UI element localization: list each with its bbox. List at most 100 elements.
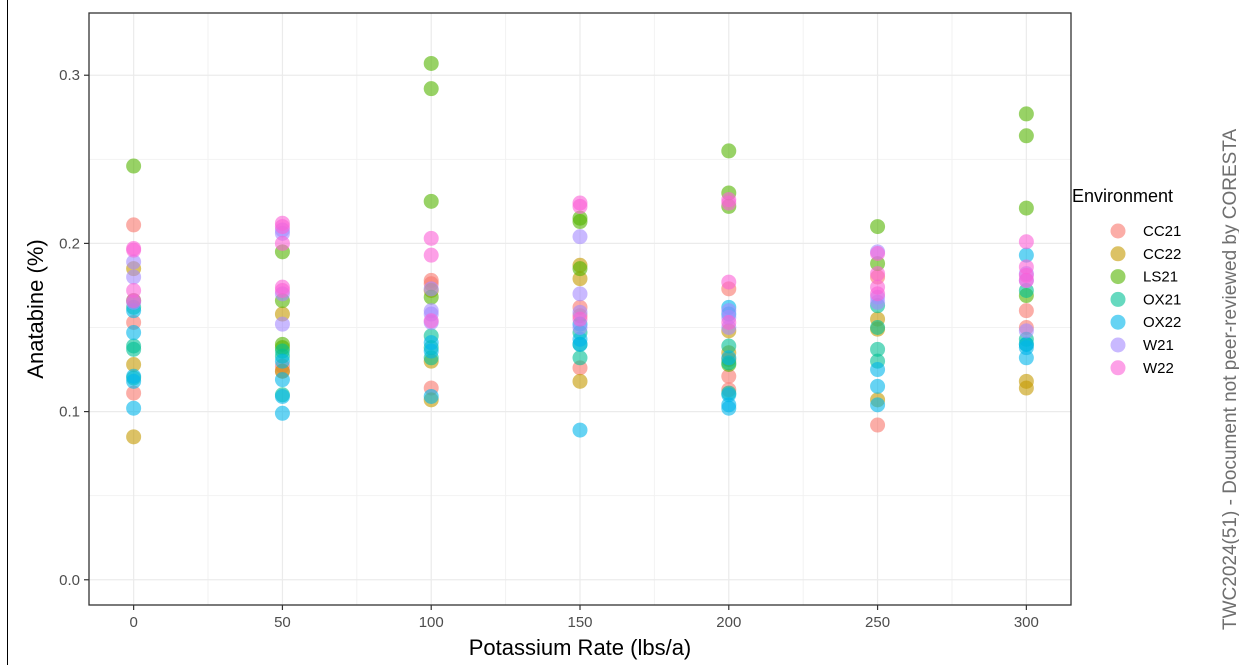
data-point-w21 <box>423 281 439 297</box>
data-point-w22 <box>126 293 142 309</box>
data-point-ox22 <box>572 336 588 352</box>
page-frame-line <box>7 0 8 665</box>
data-point-ox22 <box>572 422 588 438</box>
data-point-w21 <box>572 229 588 245</box>
y-tick-label: 0.0 <box>59 572 80 589</box>
data-point-cc22 <box>126 357 142 372</box>
data-point-w22 <box>870 266 886 282</box>
x-axis-title: Potassium Rate (lbs/a) <box>469 635 692 660</box>
data-point-cc21 <box>126 217 142 233</box>
data-point-ls21 <box>1018 106 1034 122</box>
data-point-ox22 <box>274 353 290 369</box>
legend-key-cc21 <box>1110 223 1126 239</box>
data-point-w21 <box>572 286 588 302</box>
data-point-w22 <box>1018 272 1034 288</box>
legend: Environment CC21 CC22 LS21 OX21 OX22 W21 W22 <box>1072 186 1181 377</box>
data-point-w22 <box>572 198 588 214</box>
y-tick-label: 0.2 <box>59 235 80 252</box>
data-point-w22 <box>1018 234 1034 250</box>
data-point-ox22 <box>870 397 886 413</box>
data-point-cc21 <box>870 417 886 433</box>
legend-key-ox22 <box>1110 314 1126 330</box>
x-tick-label: 300 <box>1014 614 1039 631</box>
data-point-cc22 <box>572 373 588 389</box>
y-tick-label: 0.1 <box>59 404 80 421</box>
data-point-w21 <box>1018 323 1034 339</box>
legend-key-ox21 <box>1110 291 1126 307</box>
x-tick-label: 0 <box>129 614 137 631</box>
data-point-cc21 <box>1018 303 1034 319</box>
data-point-ox22 <box>1018 350 1034 366</box>
data-point-w22 <box>423 230 439 246</box>
data-point-w22 <box>721 195 737 211</box>
data-points <box>126 55 1034 445</box>
data-point-ls21 <box>423 55 439 71</box>
data-point-ox22 <box>1018 247 1034 263</box>
data-point-w22 <box>274 283 290 298</box>
data-point-ox22 <box>870 378 886 394</box>
legend-key-w22 <box>1110 360 1126 376</box>
data-point-w22 <box>721 314 737 330</box>
data-point-ls21 <box>126 158 142 174</box>
legend-key-cc22 <box>1110 246 1126 262</box>
data-point-ox22 <box>423 343 439 359</box>
data-point-ls21 <box>1018 128 1034 144</box>
legend-label-ls21: LS21 <box>1143 269 1178 286</box>
data-point-ox22 <box>274 405 290 421</box>
data-point-ox22 <box>274 388 290 404</box>
data-point-w22 <box>423 313 439 329</box>
legend-label-cc21: CC21 <box>1143 223 1181 240</box>
legend-label-w21: W21 <box>1143 337 1174 354</box>
x-tick-label: 100 <box>419 614 444 631</box>
data-point-ls21 <box>423 193 439 209</box>
data-point-w21 <box>126 254 142 270</box>
x-tick-label: 50 <box>274 614 291 631</box>
data-point-ls21 <box>572 214 588 230</box>
data-point-w21 <box>126 269 142 285</box>
data-point-ox22 <box>126 373 142 389</box>
legend-label-cc22: CC22 <box>1143 246 1181 263</box>
data-point-cc22 <box>1018 380 1034 396</box>
data-point-w22 <box>274 235 290 251</box>
legend-key-ls21 <box>1110 269 1126 285</box>
data-point-ox22 <box>870 362 886 378</box>
data-point-ox22 <box>721 350 737 366</box>
x-tick-label: 250 <box>865 614 890 631</box>
legend-label-ox21: OX21 <box>1143 291 1181 308</box>
data-point-ox22 <box>126 400 142 416</box>
data-point-ls21 <box>870 219 886 235</box>
data-point-w22 <box>274 219 290 235</box>
data-point-w22 <box>423 247 439 263</box>
data-point-ox22 <box>721 400 737 416</box>
data-point-ls21 <box>423 81 439 97</box>
x-tick-label: 150 <box>567 614 592 631</box>
watermark-text: TWC2024(51) - Document not peer-reviewed… <box>1220 128 1239 630</box>
data-point-ox22 <box>126 325 142 341</box>
legend-title: Environment <box>1072 186 1173 206</box>
data-point-ox21 <box>721 338 737 354</box>
data-point-ox22 <box>274 372 290 388</box>
data-point-ls21 <box>572 261 588 277</box>
data-point-w22 <box>870 286 886 302</box>
legend-label-w22: W22 <box>1143 360 1174 377</box>
data-point-ls21 <box>1018 200 1034 216</box>
y-tick-label: 0.3 <box>59 67 80 84</box>
data-point-ox21 <box>126 341 142 357</box>
legend-label-ox22: OX22 <box>1143 314 1181 331</box>
data-point-w22 <box>870 246 886 261</box>
axis-ticks: 0 50 100 150 200 250 300 0.0 0.1 0.2 0.3 <box>59 67 1039 631</box>
data-point-w22 <box>721 274 737 290</box>
data-point-w21 <box>274 316 290 332</box>
data-point-cc21 <box>721 368 737 384</box>
legend-key-w21 <box>1110 337 1126 353</box>
data-point-w22 <box>126 242 142 258</box>
y-axis-title: Anatabine (%) <box>23 239 48 378</box>
data-point-ox21 <box>572 350 588 366</box>
data-point-cc22 <box>126 429 142 445</box>
x-tick-label: 200 <box>716 614 741 631</box>
data-point-ls21 <box>721 143 737 159</box>
data-point-w22 <box>572 311 588 327</box>
data-point-ox21 <box>870 341 886 357</box>
data-point-ox21 <box>870 320 886 335</box>
